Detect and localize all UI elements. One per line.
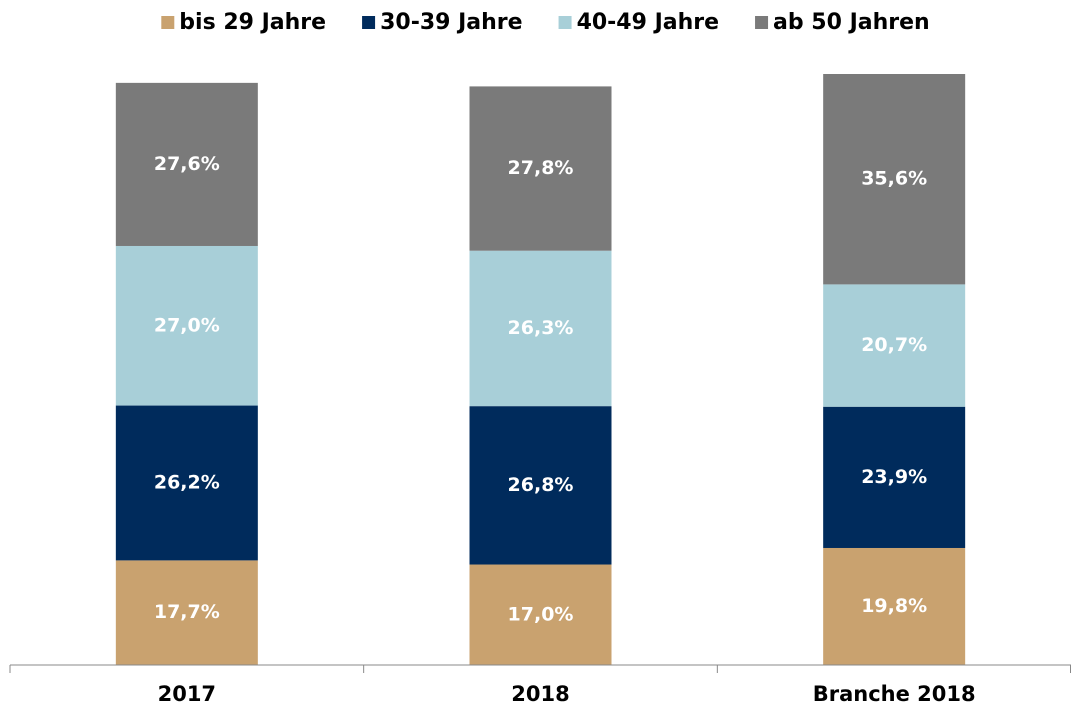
- data-label: 27,0%: [154, 314, 220, 336]
- bar-segment: [115, 405, 258, 561]
- legend-label: 40-49 Jahre: [577, 10, 719, 35]
- x-tick-label: 2017: [158, 682, 216, 706]
- bar-segment: [469, 250, 612, 407]
- bar-segment: [115, 245, 258, 406]
- legend-swatch: [161, 16, 175, 29]
- bar-segment: [469, 564, 612, 665]
- data-label: 17,7%: [154, 601, 220, 623]
- data-label: 26,2%: [154, 471, 220, 493]
- data-label: 23,9%: [861, 466, 927, 488]
- bar-segment: [469, 406, 612, 565]
- legend-swatch: [558, 16, 572, 29]
- bar-segment: [115, 82, 258, 246]
- x-tick-label: 2018: [511, 682, 569, 706]
- data-label: 26,3%: [508, 317, 574, 339]
- x-tick-label: Branche 2018: [813, 682, 976, 706]
- bar-segment: [823, 547, 966, 665]
- bar-segment: [115, 560, 258, 665]
- bar-segment: [823, 284, 966, 407]
- data-label: 20,7%: [861, 334, 927, 356]
- data-label: 17,0%: [508, 603, 574, 625]
- bar-segment: [823, 74, 966, 285]
- data-label: 19,8%: [861, 595, 927, 617]
- legend-label: bis 29 Jahre: [179, 10, 326, 35]
- legend-label: 30-39 Jahre: [380, 10, 522, 35]
- data-label: 27,6%: [154, 153, 220, 175]
- data-label: 27,8%: [508, 157, 574, 179]
- bar-segment: [469, 86, 612, 251]
- bar-segment: [823, 406, 966, 548]
- legend-swatch: [755, 16, 769, 29]
- data-label: 26,8%: [508, 474, 574, 496]
- legend-label: ab 50 Jahren: [773, 10, 930, 35]
- legend-swatch: [362, 16, 376, 29]
- data-label: 35,6%: [861, 168, 927, 190]
